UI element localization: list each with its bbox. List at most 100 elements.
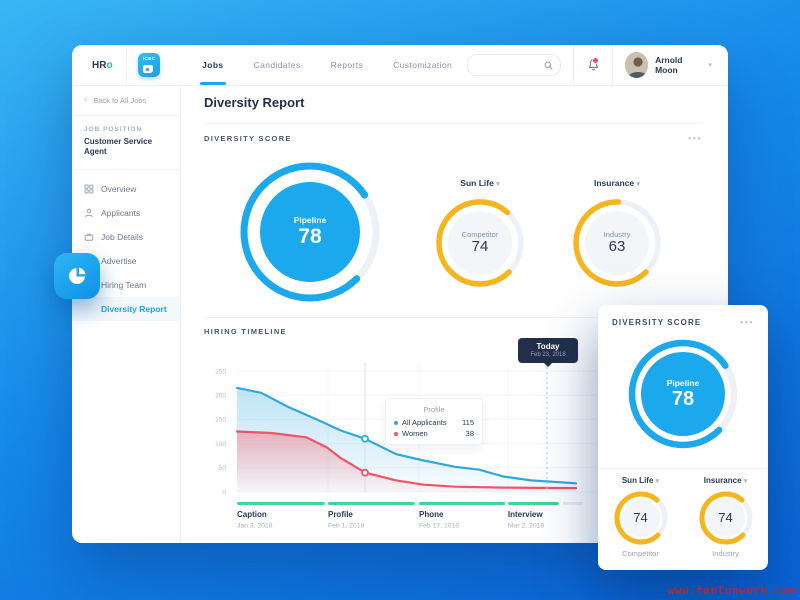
series-dot bbox=[394, 420, 398, 425]
chevron-down-icon: ▾ bbox=[743, 478, 748, 485]
sidebar-item-diversity-report[interactable]: Diversity Report bbox=[72, 296, 180, 321]
notifications-button[interactable] bbox=[574, 45, 612, 85]
competitor-gauge: 74 bbox=[612, 489, 670, 547]
nav-tabs: Jobs Candidates Reports Customization bbox=[187, 45, 467, 85]
y-tick-label: 0 bbox=[222, 489, 226, 496]
sidebar-item-label: Applicants bbox=[101, 207, 141, 218]
stage-bar bbox=[327, 502, 415, 505]
gauge-label: Industry bbox=[603, 230, 631, 240]
sun-life-dropdown[interactable]: Sun Life ▾ bbox=[598, 476, 683, 485]
gauge-label: Competitor bbox=[461, 230, 499, 240]
industry-column: Insurance ▾ 74 Industry bbox=[683, 476, 768, 558]
hro-logo[interactable]: HRo bbox=[92, 60, 126, 71]
today-tooltip: Today Feb 23, 2018 bbox=[518, 338, 578, 363]
user-name: Arnold Moon bbox=[655, 55, 683, 75]
gauge-value: 74 bbox=[718, 509, 733, 525]
gauge-caption: Competitor bbox=[622, 549, 659, 558]
stage-label: Phone bbox=[419, 510, 444, 519]
diversity-score-section-header: DIVERSITY SCORE ••• bbox=[204, 123, 702, 143]
sidebar-item-label: Advertise bbox=[101, 255, 137, 266]
chevron-down-icon: ▾ bbox=[708, 62, 712, 69]
competitor-inner-circle: 74 bbox=[621, 499, 660, 537]
sidebar-item-job-details[interactable]: Job Details bbox=[72, 225, 180, 249]
competitor-inner-circle: Competitor 74 bbox=[448, 211, 512, 275]
gauge-value: 74 bbox=[471, 238, 489, 256]
series-name: All Applicants bbox=[402, 418, 447, 427]
gauge-caption: Industry bbox=[712, 549, 739, 558]
industry-gauge: Industry 63 bbox=[569, 195, 665, 291]
user-menu[interactable]: Arnold Moon ▾ bbox=[613, 45, 728, 85]
y-tick-label: 100 bbox=[215, 441, 226, 448]
gauge-value: 74 bbox=[633, 509, 648, 525]
y-tick-label: 150 bbox=[215, 417, 226, 424]
dropdown-label: Insurance bbox=[703, 476, 742, 485]
page-title: Diversity Report bbox=[204, 95, 305, 110]
chevron-down-icon: ▾ bbox=[496, 181, 500, 188]
diversity-report-app-badge[interactable] bbox=[54, 253, 100, 299]
industry-inner-circle: 74 bbox=[706, 499, 745, 537]
tab-jobs[interactable]: Jobs bbox=[187, 45, 238, 85]
legend-title: Profile bbox=[423, 405, 445, 414]
insurance-dropdown[interactable]: Insurance ▾ bbox=[569, 178, 665, 188]
pipeline-inner-circle: Pipeline 78 bbox=[641, 352, 725, 436]
tab-candidates[interactable]: Candidates bbox=[253, 60, 301, 70]
stage-date: Feb 17, 2018 bbox=[419, 523, 459, 530]
gauge-value: 63 bbox=[608, 238, 626, 256]
competitor-gauge: Competitor 74 bbox=[432, 195, 528, 291]
more-options-button[interactable]: ••• bbox=[688, 133, 702, 143]
card-sub-gauges: Sun Life ▾ 74 Competitor Insurance bbox=[598, 468, 768, 558]
logo-text: HR bbox=[92, 59, 107, 71]
tab-reports[interactable]: Reports bbox=[330, 60, 364, 70]
sidebar-item-label: Overview bbox=[101, 183, 137, 194]
job-position-value: Customer Service Agent bbox=[84, 137, 153, 157]
hiring-timeline-section-header: HIRING TIMELINE bbox=[204, 317, 634, 336]
hiring-timeline-chart: 250 200 150 100 50 0 Caption Jan 3, 2018 Profile… bbox=[215, 362, 597, 530]
search-input[interactable] bbox=[468, 60, 545, 70]
app-icon-label: ICBC bbox=[142, 56, 156, 61]
pipeline-gauge: Pipeline 78 bbox=[235, 157, 385, 307]
notification-badge bbox=[592, 57, 600, 64]
insurance-dropdown[interactable]: Insurance ▾ bbox=[683, 476, 768, 485]
sidebar-item-label: Job Details bbox=[101, 231, 144, 242]
stage-date: Jan 3, 2018 bbox=[237, 523, 273, 530]
pie-chart-icon bbox=[84, 304, 94, 314]
back-to-all-jobs-link[interactable]: ‹ Back to All Jobs bbox=[72, 85, 180, 116]
sidebar-menu: Overview Applicants Job Details Advertis… bbox=[72, 177, 180, 321]
tooltip-title: Today bbox=[536, 342, 560, 351]
legend-row: All Applicants 115 bbox=[394, 418, 474, 427]
chevron-down-icon: ▾ bbox=[655, 478, 660, 485]
app-icon[interactable]: ICBC bbox=[138, 53, 161, 77]
tooltip-date: Feb 23, 2018 bbox=[530, 352, 566, 358]
series-value: 115 bbox=[462, 418, 474, 427]
person-icon bbox=[84, 208, 94, 218]
diversity-score-card: DIVERSITY SCORE ••• Pipeline 78 Sun Life… bbox=[598, 305, 768, 570]
back-arrow-icon: ‹ bbox=[84, 94, 88, 105]
stage-bar-rest bbox=[562, 502, 583, 505]
sidebar-item-applicants[interactable]: Applicants bbox=[72, 201, 180, 225]
section-title: HIRING TIMELINE bbox=[204, 327, 287, 336]
stage-bar bbox=[237, 502, 325, 505]
series-value: 38 bbox=[465, 429, 474, 438]
sun-life-dropdown[interactable]: Sun Life ▾ bbox=[432, 178, 528, 188]
job-position-label: JOB POSITION bbox=[84, 126, 143, 133]
competitor-column: Sun Life ▾ 74 Competitor bbox=[598, 476, 683, 558]
industry-gauge: 74 bbox=[697, 489, 755, 547]
grid-icon bbox=[84, 184, 94, 194]
pipeline-inner-circle: Pipeline 78 bbox=[260, 182, 360, 282]
header-divider bbox=[612, 45, 614, 85]
watermark: www.tanlunwork.com bbox=[667, 584, 796, 597]
sidebar-item-overview[interactable]: Overview bbox=[72, 177, 180, 201]
gauge-label: Pipeline bbox=[293, 215, 327, 226]
app-icon-mark bbox=[143, 65, 154, 73]
pie-chart-icon bbox=[69, 267, 86, 284]
dropdown-label: Sun Life bbox=[460, 178, 494, 188]
tab-customization[interactable]: Customization bbox=[393, 60, 453, 70]
series-dot bbox=[394, 431, 398, 436]
search-box[interactable] bbox=[467, 54, 562, 76]
back-label: Back to All Jobs bbox=[93, 95, 147, 105]
hover-marker bbox=[361, 468, 369, 477]
stage-date: Feb 1, 2018 bbox=[328, 523, 364, 530]
avatar bbox=[625, 52, 649, 78]
more-options-button[interactable]: ••• bbox=[740, 317, 754, 327]
gauge-label: Pipeline bbox=[666, 378, 700, 388]
